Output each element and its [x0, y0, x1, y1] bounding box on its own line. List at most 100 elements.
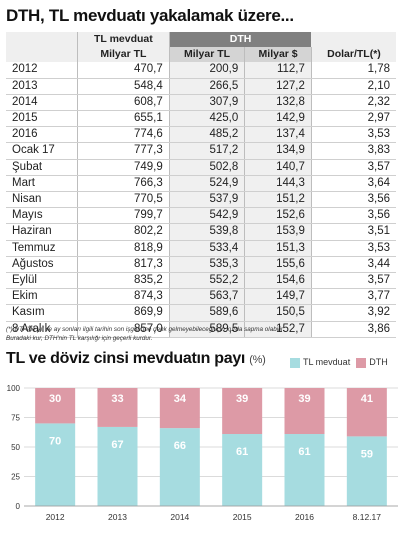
- bar-dth: [284, 388, 325, 435]
- legend-label-tl: TL mevduat: [303, 357, 351, 367]
- y-tick-label: 75: [11, 414, 20, 423]
- legend-item-dth: DTH: [356, 357, 388, 368]
- header-dth-usd: Milyar $: [244, 47, 312, 63]
- cell-tl-deposit: 818,9: [77, 240, 170, 257]
- header-dth: DTH: [169, 32, 312, 48]
- row-label: 2012: [6, 62, 79, 79]
- cell-dth-usd: 154,6: [244, 272, 312, 290]
- cell-rate: 2,97: [311, 110, 396, 128]
- y-tick-label: 25: [11, 473, 20, 482]
- bar-tl: [97, 426, 138, 506]
- bar-value-label: 61: [298, 446, 310, 458]
- cell-dth-usd: 140,7: [244, 159, 312, 176]
- y-tick-label: 0: [16, 502, 21, 511]
- cell-rate: 3,83: [311, 142, 396, 160]
- table-title: DTH, TL mevduatı yakalamak üzere...: [6, 6, 294, 25]
- bar-tl: [159, 428, 200, 506]
- cell-dth-usd: 144,3: [244, 175, 312, 193]
- cell-tl-deposit: 548,4: [77, 78, 170, 95]
- cell-dth-usd: 142,9: [244, 110, 312, 128]
- bar-value-label: 59: [361, 448, 373, 460]
- cell-rate: 3,53: [311, 240, 396, 257]
- cell-tl-deposit: 608,7: [77, 94, 170, 112]
- bar-tl: [35, 423, 76, 506]
- row-label: Ağustos: [6, 256, 79, 274]
- table-row: Nisan 770,5 537,9 151,2 3,56: [6, 191, 396, 209]
- footnote: (*) DTH'de yıl ve ay sonları ilgili tari…: [6, 325, 396, 343]
- table-row: Haziran 802,2 539,8 153,9 3,51: [6, 223, 396, 241]
- y-tick-label: 100: [7, 384, 21, 393]
- cell-dth-usd: 134,9: [244, 142, 312, 160]
- cell-tl-deposit: 770,5: [77, 191, 170, 209]
- bar-dth: [159, 388, 200, 429]
- row-label: Nisan: [6, 191, 79, 209]
- row-label: Eylül: [6, 272, 79, 290]
- bar-dth: [222, 388, 263, 435]
- table-row: Temmuz 818,9 533,4 151,3 3,53: [6, 240, 396, 257]
- bar-tl: [346, 436, 387, 506]
- bar-value-label: 30: [49, 393, 61, 405]
- cell-dth-usd: 112,7: [244, 62, 312, 79]
- legend-swatch-tl: [290, 357, 300, 368]
- cell-dth-tl: 425,0: [169, 110, 246, 128]
- bar-value-label: 67: [111, 439, 123, 451]
- cell-tl-deposit: 817,3: [77, 256, 170, 274]
- cell-dth-usd: 149,7: [244, 288, 312, 306]
- cell-rate: 2,10: [311, 78, 396, 95]
- cell-rate: 3,51: [311, 223, 396, 241]
- cell-dth-tl: 535,3: [169, 256, 246, 274]
- cell-rate: 3,77: [311, 288, 396, 306]
- header-dth-tl: Milyar TL: [169, 47, 246, 63]
- cell-dth-tl: 533,4: [169, 240, 246, 257]
- row-label: Mart: [6, 175, 79, 193]
- header-rate-top: [311, 32, 396, 48]
- footnote-line1: (*) DTH'de yıl ve ay sonları ilgili tari…: [6, 326, 285, 333]
- table-row: Kasım 869,9 589,6 150,5 3,92: [6, 304, 396, 322]
- cell-dth-tl: 552,2: [169, 272, 246, 290]
- cell-dth-tl: 537,9: [169, 191, 246, 209]
- bar-dth: [346, 388, 387, 437]
- row-label: Kasım: [6, 304, 79, 322]
- bar-value-label: 39: [298, 393, 310, 405]
- chart-legend: TL mevduat DTH: [290, 357, 388, 368]
- chart-title-text: TL ve döviz cinsi mevduatın payı: [6, 350, 246, 367]
- bar-dth: [35, 388, 76, 424]
- bar-dth: [97, 388, 138, 427]
- cell-tl-deposit: 470,7: [77, 62, 170, 79]
- cell-dth-tl: 563,7: [169, 288, 246, 306]
- table-body: 2012 470,7 200,9 112,7 1,78 2013 548,4 266,5 127…: [6, 62, 396, 338]
- row-label: Mayıs: [6, 207, 79, 225]
- cell-dth-usd: 153,9: [244, 223, 312, 241]
- cell-tl-deposit: 749,9: [77, 159, 170, 176]
- row-label: 8 Aralık: [6, 321, 79, 338]
- row-label: Temmuz: [6, 240, 79, 257]
- row-label: 2015: [6, 110, 79, 128]
- cell-rate: 1,78: [311, 62, 396, 79]
- bar-value-label: 70: [49, 435, 61, 447]
- stacked-bar-chart: 0 25 50 75 100 70 30 2012 67 33 2013 66 34 2014 61 39 20…: [7, 384, 398, 522]
- bar-value-label: 39: [236, 393, 248, 405]
- cell-tl-deposit: 777,3: [77, 142, 170, 160]
- table-row: 8 Aralık 857,0 589,5 152,7 3,86: [6, 321, 396, 338]
- chart-unit: (%): [249, 354, 266, 366]
- cell-dth-usd: 152,7: [244, 321, 312, 338]
- cell-tl-deposit: 774,6: [77, 126, 170, 144]
- row-label: 2016: [6, 126, 79, 144]
- table-row: 2015 655,1 425,0 142,9 2,97: [6, 110, 396, 128]
- table-row: Ocak 17 777,3 517,2 134,9 3,83: [6, 142, 396, 160]
- x-tick-label: 2016: [295, 512, 314, 522]
- y-tick-label: 50: [11, 443, 20, 452]
- table-row: Şubat 749,9 502,8 140,7 3,57: [6, 159, 396, 176]
- cell-dth-usd: 151,3: [244, 240, 312, 257]
- cell-rate: 2,32: [311, 94, 396, 112]
- cell-dth-tl: 524,9: [169, 175, 246, 193]
- cell-rate: 3,92: [311, 304, 396, 322]
- x-tick-label: 2015: [233, 512, 252, 522]
- cell-tl-deposit: 835,2: [77, 272, 170, 290]
- cell-dth-tl: 266,5: [169, 78, 246, 95]
- header-tl-line2: Milyar TL: [100, 48, 147, 61]
- cell-dth-tl: 589,5: [169, 321, 246, 338]
- cell-dth-usd: 137,4: [244, 126, 312, 144]
- cell-dth-tl: 539,8: [169, 223, 246, 241]
- legend-label-dth: DTH: [369, 357, 388, 367]
